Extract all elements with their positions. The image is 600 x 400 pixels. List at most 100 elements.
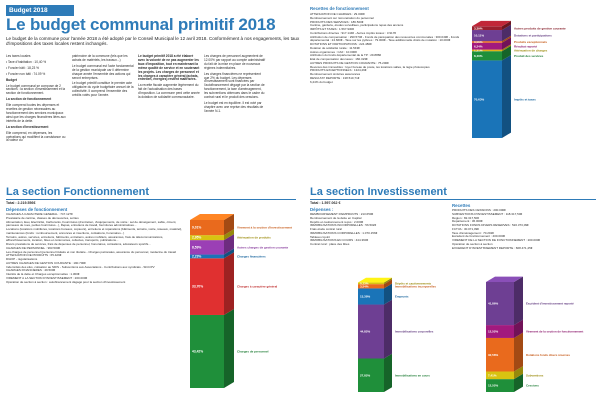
data-label: 70,63% [474,97,485,101]
data-label: 32,58% [488,353,499,357]
segment-front [358,284,384,289]
data-label: 12,52% [488,384,499,388]
text-line: La recette fiscale augmente légèrement d… [138,83,200,100]
text-line: Le budget communal est l'acte fondamenta… [72,63,134,80]
text-line: ATTENUATION DE PRODUITS : 65.429€ [6,253,62,258]
series-label: Charges financières [237,255,266,259]
data-label: 9,01% [192,226,201,230]
text-line: Dépôts et cautionnement reçus : 2.000€ [310,219,364,224]
bar-segment-4: 0,13% Dépôts et cautionnements [358,277,432,285]
text-line: Budget [6,77,17,82]
text-line: AUTRES CHARGES DE GESTION COURANTE : 190… [6,260,86,265]
data-label: 6,24% [474,44,483,48]
depenses-fonctionnement-list: CHARGES A CARACTERE GENERAL : 747.127€ Pr… [6,212,184,284]
text-line: Divers prestations de services, frais de… [6,242,151,246]
series-label: Immobilisations corporelles [395,330,434,334]
bar-segment-3: 3,54% Immobilisations incorporelles [358,279,436,289]
text-line: IMMOBILISATIONS CORPORELLES : 1.070.156€ [310,230,378,235]
recettes-investissement-title: Recettes [452,203,471,208]
text-line: Alimentation, Eau, Electricité, Carburan… [6,219,177,228]
text-line: PRODUITS DES SERVICES : 186.500€ [310,19,364,24]
bar-segment-4: 0,06% Produits exceptionnels [472,35,547,44]
data-label: 1,31% [474,48,483,52]
bar-segment-5: 10,11% Dotations et participations [472,24,552,42]
bar-segment-1: 44,82% Immobilisations corporelles [358,299,434,359]
text-line: IMPÔTS ET TAXES : 1.567.930€ [310,27,355,31]
series-label: Immobilisations en cours [395,373,430,377]
segment-side [384,353,392,392]
segment-front [472,26,502,31]
text-line: FCTVA : 30.071,09€ [452,226,479,231]
segment-side [224,229,234,241]
text-line: EXCEDENT D'INVESTISSEMENT REPORTE : 668.… [452,245,533,250]
segment-top [472,20,511,27]
text-line: DOTATIONS FONDS DIVERS RESERVES : 520.37… [452,223,529,227]
bar-segment-3: 6,24% Résultat reporté [472,37,537,50]
text-line: VIREMENT DE LA SECTION DE FONCTIONNEMENT… [452,238,541,242]
text-line: Les charges financières ne représentent … [204,71,265,100]
text-line: Elle comprend, en dépenses, les opératio… [6,130,66,143]
segment-side [224,248,234,259]
segment-front [486,325,514,338]
bar-segment-6: 3,39% Autres produits de gestion courante [472,20,566,31]
segment-side [502,20,511,31]
text-line: Autres organismes : CAF : 10.000€ [310,49,357,54]
divider [310,199,596,201]
kicker-label: Budget 2018 [6,5,74,16]
text-line: • Taxe d'habitation : 10,40 % [6,59,47,64]
depenses-investissement-title: Dépenses : [310,207,334,212]
segment-side [384,277,392,285]
segment-front [358,304,384,359]
text-line: Région : 82.317,50€ [452,215,480,220]
text-line: ATTENUATION DE CHARGES : 29.000€ [310,12,365,16]
data-label: 8,40% [474,54,483,58]
bar-segment-3: 12,52% Virement de la section de fonction… [486,319,583,338]
intro-column-3: Le budget primitif 2018 a été élaboré av… [138,54,200,102]
text-line: IMMOBILISATIONS INCORPORELLES : 56.502€ [310,223,377,228]
text-line: • Foncier non bâti : 74.09 % [6,71,46,76]
divider [6,199,296,201]
text-line: Attribution du fonds départemental de la… [310,53,382,58]
recettes-investissement-list: PRODUITS DES CESSIONS : 200.000€ SUBVENTI… [452,208,598,250]
series-label: Atténuation de produits [237,236,271,240]
text-line: Terrains, autres, services, entretiens, … [6,234,164,243]
text-line: CHARGES A CARACTERE GENERAL : 747.127€ [6,212,73,216]
segment-side [514,366,523,380]
series-label: Autres charges de gestion courante [237,245,289,249]
text-line: Locations (locations mobilières, locatio… [6,227,183,235]
fonctionnement-total: Total : 2.219.556€ [6,201,36,205]
text-line: REMBOURSEMENT D'EMPRUNTS : 213.650€ [310,212,374,216]
text-line: DGFIP - régularisations [6,257,38,261]
data-label: 2,23% [192,255,201,259]
data-label: 27,82% [360,373,371,377]
bar-segment-3: 8,59% Autres charges de gestion courante [190,234,289,255]
segment-side [224,214,234,236]
segment-front [358,282,384,285]
segment-front [358,358,384,392]
text-line: RESULTAT REPORTE : 138.510,71€ [310,75,360,80]
text-line: IMMOBILISATIONS EN COURS : 444.360€ [310,238,369,243]
segment-side [514,276,523,326]
series-label: Charges à caractère général [237,285,277,289]
segment-side [224,252,234,315]
depenses-fonctionnement-chart: 43,42% Charges de personnel 33,70% Charges … [190,214,292,388]
text-line: CHARGES FINANCIERES : 49.500€ [6,268,56,273]
depenses-investissement-list: REMBOURSEMENT D'EMPRUNTS : 213.650€ Rembo… [310,212,450,247]
text-line: Revenus des immeubles : loyer bureau de … [310,64,430,69]
text-line: VIREMENT A LA SECTION D'INVESTISSEMENT :… [6,275,88,280]
data-label: 7,41% [488,373,497,377]
segment-side [502,37,511,50]
text-line: Le budget communal se compose de 2 secti… [6,83,66,96]
segment-side [502,44,511,52]
bar-segment-2: 32,58% Dotations fonds divers réserves [486,332,570,372]
bar-segment-5: 9,01% Virement à la section d'investissem… [190,214,292,236]
text-line: Cantine, garderie, études surveillées, p… [310,23,404,28]
series-label: Emprunts [395,295,409,299]
recettes-fonctionnement-list: ATTENUATION DE CHARGES : 29.000€ Rembours… [310,12,460,84]
text-line: • Foncier bâti : 18,23 % [6,65,40,70]
bar-segment-0: 27,82% Immobilisations en cours [358,353,430,392]
text-line: Elle comprend toutes les dépenses et rec… [6,103,66,123]
text-line: Les taxes locales [6,54,31,58]
series-label: Dotations fonds divers réserves [526,353,570,357]
text-line: Opération de section à section : autofin… [6,279,126,284]
